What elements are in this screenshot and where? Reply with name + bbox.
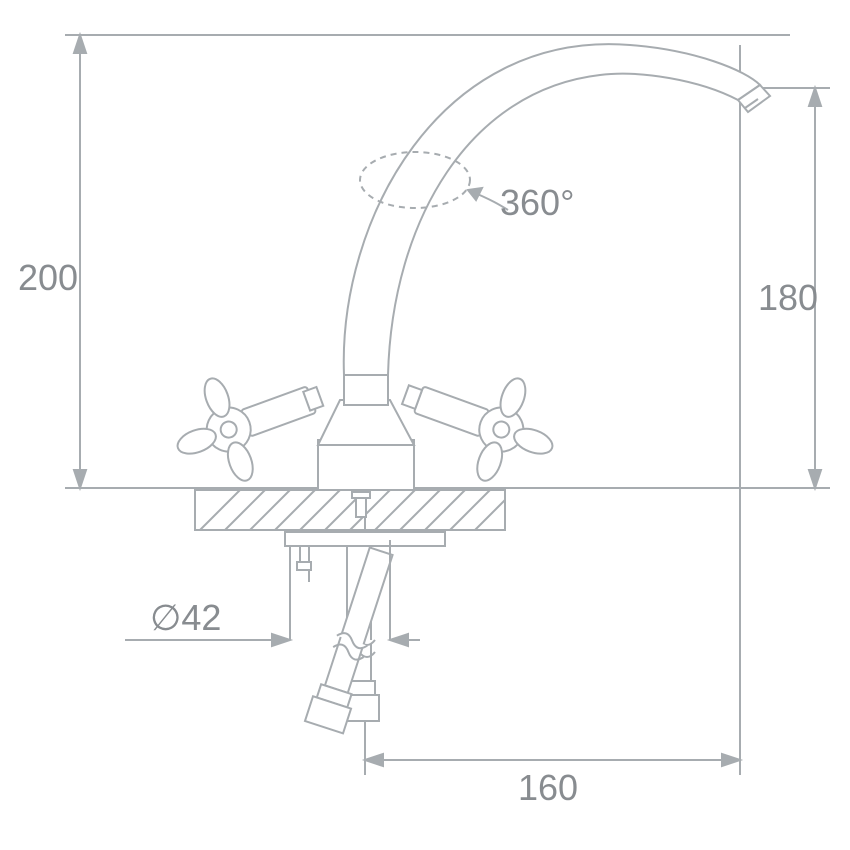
dim-hole-42-label: ∅42 — [150, 597, 221, 638]
dim-height-200-label: 200 — [18, 257, 78, 298]
dim-height-180-label: 180 — [758, 277, 818, 318]
dim-reach-160-label: 160 — [518, 767, 578, 808]
faucet-body — [318, 370, 414, 490]
handle-left — [159, 346, 338, 499]
swivel-label: 360° — [500, 182, 574, 223]
faucet-technical-drawing: 200 180 160 ∅42 — [0, 0, 850, 850]
countertop-hatch — [195, 490, 505, 530]
